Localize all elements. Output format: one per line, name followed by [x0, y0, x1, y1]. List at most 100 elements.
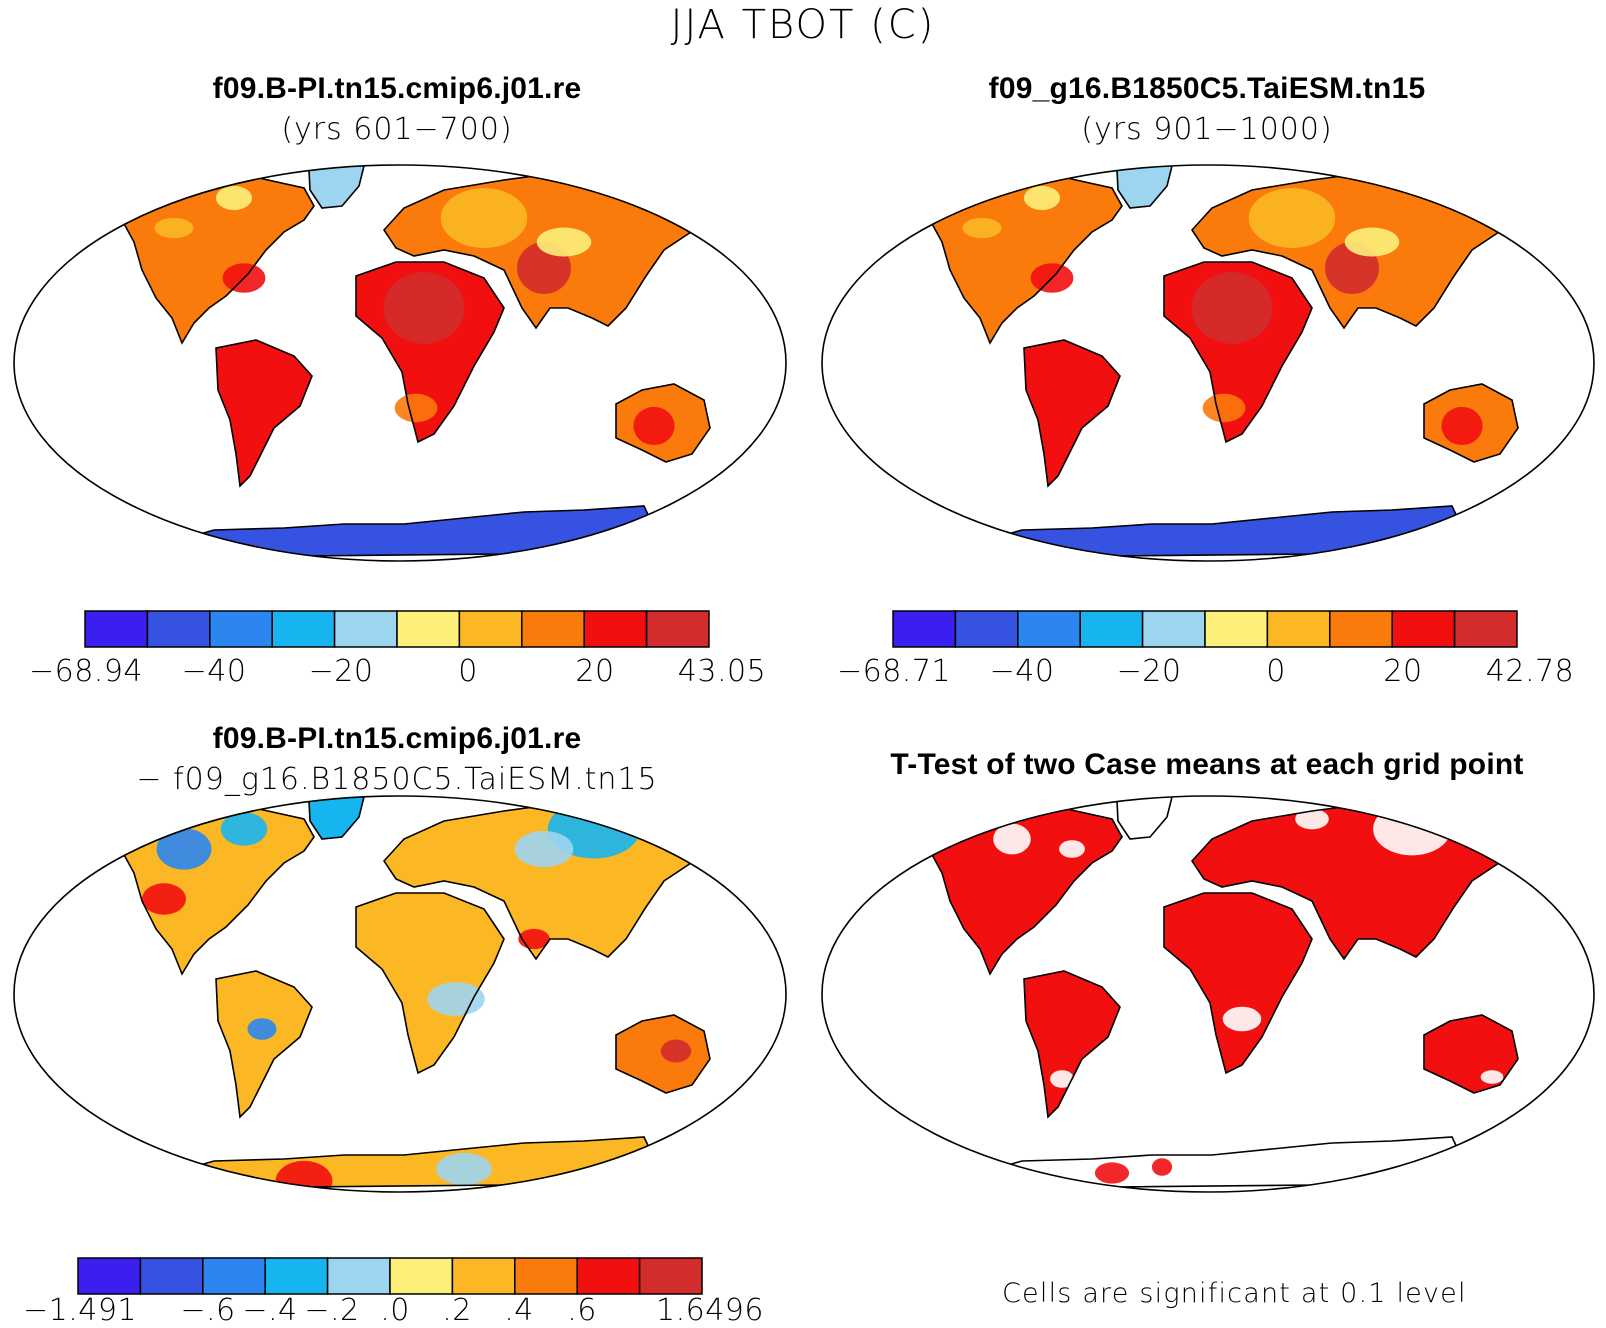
land-africa — [1164, 893, 1312, 1073]
field-patch — [962, 217, 1002, 239]
panel-tr-case-title: f09_g16.B1850C5.TaiESM.tn15 — [988, 72, 1426, 105]
field-patch — [1023, 185, 1061, 211]
map-panel-bl — [13, 795, 787, 1193]
coastline-africa — [355, 261, 505, 444]
coastline-southAmerica — [215, 970, 313, 1119]
map-border — [13, 795, 787, 1193]
land-southAmerica — [216, 340, 312, 486]
field-patch — [1248, 188, 1336, 248]
panel-bl-case2-title: − f09_g16.B1850C5.TaiESM.tn15 — [136, 762, 658, 797]
land-greenland — [309, 796, 364, 839]
cb-tl-label: 20 — [575, 654, 615, 689]
colorbar-cell — [396, 610, 461, 648]
cb-bl-label: .2 — [442, 1293, 472, 1328]
coastline-northAmerica — [114, 177, 315, 345]
colorbar-cell — [139, 1257, 204, 1295]
field-patch — [514, 830, 574, 868]
map-border — [821, 795, 1595, 1193]
map-border — [821, 164, 1595, 562]
land-antarctica — [144, 506, 664, 556]
panel-tr-years: (yrs 901−1000) — [1081, 112, 1333, 147]
field-patch — [215, 185, 253, 211]
cb-tl-label: −40 — [181, 654, 247, 689]
panel-br-ttest-title: T-Test of two Case means at each grid po… — [890, 748, 1524, 781]
land-greenland — [309, 165, 364, 208]
field-patch — [1059, 840, 1085, 858]
coastline-northAmerica — [922, 808, 1123, 976]
field-patch — [247, 1018, 277, 1040]
field-patch — [383, 272, 465, 344]
field-patch — [1344, 227, 1400, 257]
coastline-southAmerica — [1023, 970, 1121, 1119]
cb-tl-label: −68.94 — [28, 654, 144, 689]
field-patch — [154, 217, 194, 239]
cb-bl-label: .0 — [380, 1293, 410, 1328]
colorbar-cell — [264, 1257, 329, 1295]
colorbar-cell — [202, 1257, 266, 1295]
coastline-southAmerica — [215, 339, 313, 488]
map-panel-tl — [13, 164, 787, 562]
field-patch — [156, 828, 212, 870]
colorbar-cell — [84, 610, 149, 648]
colorbar-cell — [1453, 610, 1518, 648]
cb-tr-label: −20 — [1116, 654, 1182, 689]
coastline-africa — [1163, 892, 1313, 1075]
colorbar-cell — [576, 1257, 641, 1295]
colorbar-cell — [77, 1257, 142, 1295]
coastline-northAmerica — [114, 808, 315, 976]
cb-tr-label: −40 — [989, 654, 1055, 689]
colorbar-cell — [326, 1257, 391, 1295]
land-antarctica — [144, 1137, 664, 1187]
coastline-southAmerica — [1023, 339, 1121, 488]
colorbar-cell — [146, 610, 211, 648]
coastline-greenland — [1116, 165, 1174, 209]
map-panel-br — [821, 795, 1595, 1193]
figure-title: JJA TBOT (C) — [670, 2, 936, 48]
field-patch — [1151, 1158, 1173, 1176]
colorbar-cell — [514, 1257, 578, 1295]
significance-note: Cells are significant at 0.1 level — [1002, 1278, 1467, 1309]
land-antarctica — [952, 506, 1472, 556]
colorbar-cell — [1329, 610, 1393, 648]
colorbar-cell — [1391, 610, 1456, 648]
cb-bl-label: −.2 — [304, 1293, 360, 1328]
colorbar-cell — [1204, 610, 1269, 648]
coastline-australia — [615, 383, 711, 463]
land-southAmerica — [216, 971, 312, 1117]
coastline-australia — [1423, 1014, 1519, 1094]
colorbar-cell — [645, 610, 710, 648]
colorbar-cell — [521, 610, 585, 648]
cb-tl-label: 0 — [458, 654, 478, 689]
colorbar-cell — [1017, 610, 1081, 648]
field-patch — [1050, 1070, 1074, 1088]
panel-tl-case-title: f09.B-PI.tn15.cmip6.j01.re — [212, 72, 582, 105]
map-border — [13, 164, 787, 562]
field-patch — [536, 227, 592, 257]
panel-tl-years: (yrs 601−700) — [281, 112, 513, 147]
field-patch — [436, 1152, 492, 1186]
cb-bl-label: 1.6496 — [656, 1293, 764, 1328]
cb-tr-label: −68.71 — [836, 654, 952, 689]
map-panel-tr — [821, 164, 1595, 562]
land-africa — [356, 893, 504, 1073]
coastline-greenland — [308, 796, 366, 840]
panel-bl-case1-title: f09.B-PI.tn15.cmip6.j01.re — [212, 722, 582, 755]
colorbar-cell — [638, 1257, 703, 1295]
cb-bl-label: −.6 — [180, 1293, 236, 1328]
field-patch — [1202, 393, 1246, 423]
cb-bl-label: −.4 — [242, 1293, 298, 1328]
colorbar-bl — [77, 1257, 703, 1295]
coastline-greenland — [308, 165, 366, 209]
field-patch — [993, 823, 1031, 855]
field-patch — [1222, 1006, 1262, 1032]
colorbar-cell — [389, 1257, 454, 1295]
field-patch — [1094, 1162, 1130, 1184]
coastline-africa — [355, 892, 505, 1075]
field-patch — [427, 982, 485, 1016]
colorbar-cell — [209, 610, 273, 648]
cb-bl-label: −1.491 — [22, 1293, 138, 1328]
cb-tl-label: 43.05 — [677, 654, 767, 689]
field-patch — [1441, 406, 1483, 446]
cb-bl-label: .4 — [504, 1293, 534, 1328]
field-patch — [1191, 272, 1273, 344]
